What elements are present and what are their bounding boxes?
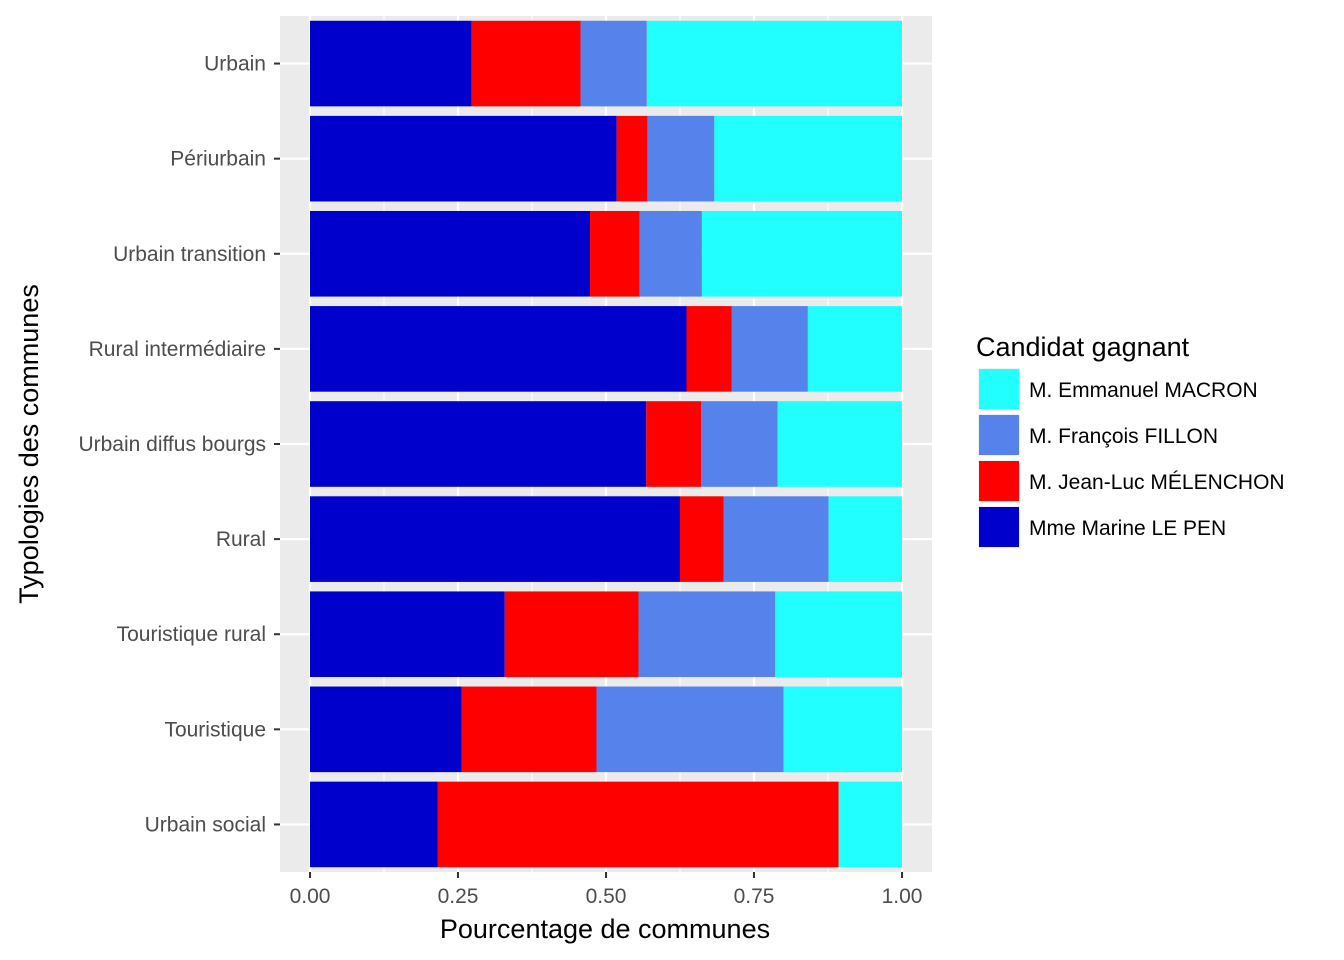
bar-segment <box>310 20 472 107</box>
bar-segment <box>647 115 715 202</box>
legend: Candidat gagnant M. Emmanuel MACRON M. Fr… <box>976 332 1285 548</box>
y-tick-label: Urbain <box>204 53 266 76</box>
bar-segment <box>646 20 902 107</box>
bar-segment <box>437 781 839 868</box>
legend-swatch <box>979 369 1019 409</box>
x-tick-label: 0.00 <box>290 885 331 908</box>
bar-segment <box>596 686 784 773</box>
legend-label: Mme Marine LE PEN <box>1029 517 1226 540</box>
bar-segment <box>714 115 902 202</box>
bar-segment <box>838 781 902 868</box>
bar-segment <box>701 401 778 487</box>
bar-segment <box>686 306 732 392</box>
bar-segment <box>701 210 902 297</box>
legend-label: M. Jean-Luc MÉLENCHON <box>1029 471 1285 494</box>
bar-segment <box>310 496 680 582</box>
bar-segment <box>646 401 702 487</box>
bar-segment <box>723 496 829 582</box>
x-tick-label: 0.25 <box>438 885 479 908</box>
y-axis: Urbain Périurbain Urbain transition Rural i… <box>78 53 280 836</box>
bar-segment <box>310 686 462 773</box>
x-tick-label: 0.50 <box>586 885 627 908</box>
bar-segment <box>807 306 902 392</box>
bar-segment <box>731 306 808 392</box>
bar-segment <box>310 401 647 487</box>
bar-segment <box>471 20 581 107</box>
legend-label: M. François FILLON <box>1029 425 1218 448</box>
y-tick-label: Urbain diffus bourgs <box>78 433 266 456</box>
legend-label: M. Emmanuel MACRON <box>1029 379 1258 402</box>
bar-segment <box>504 591 639 678</box>
x-tick-label: 0.75 <box>734 885 775 908</box>
legend-swatch <box>979 507 1019 547</box>
x-tick-label: 1.00 <box>882 885 923 908</box>
bar-segment <box>828 496 902 582</box>
bar-segment <box>310 306 687 392</box>
bar-segment <box>310 591 505 678</box>
bar-segment <box>616 115 648 202</box>
y-tick-label: Périurbain <box>170 148 266 171</box>
legend-swatch <box>979 461 1019 501</box>
y-tick-label: Urbain transition <box>113 243 266 266</box>
bar-segment <box>310 115 617 202</box>
legend-swatch <box>979 415 1019 455</box>
bar-segment <box>777 401 902 487</box>
y-axis-title: Typologies des communes <box>14 284 44 604</box>
bar-segment <box>310 210 591 297</box>
bar-segment <box>638 591 776 678</box>
y-tick-label: Touristique rural <box>117 623 266 646</box>
bar-segment <box>639 210 702 297</box>
bar-segment <box>580 20 647 107</box>
bar-segment <box>461 686 597 773</box>
bar-segment <box>783 686 902 773</box>
bar-segment <box>775 591 902 678</box>
bar-segment <box>310 781 438 868</box>
x-axis-title: Pourcentage de communes <box>440 914 770 944</box>
y-tick-label: Urbain social <box>145 813 266 836</box>
x-axis: 0.00 0.25 0.50 0.75 1.00 <box>290 872 923 908</box>
y-tick-label: Rural <box>216 528 266 551</box>
bar-segment <box>680 496 724 582</box>
y-tick-label: Rural intermédiaire <box>89 338 266 361</box>
y-tick-label: Touristique <box>164 718 266 741</box>
bar-segment <box>590 210 640 297</box>
bars <box>310 20 902 868</box>
legend-title: Candidat gagnant <box>976 332 1190 362</box>
